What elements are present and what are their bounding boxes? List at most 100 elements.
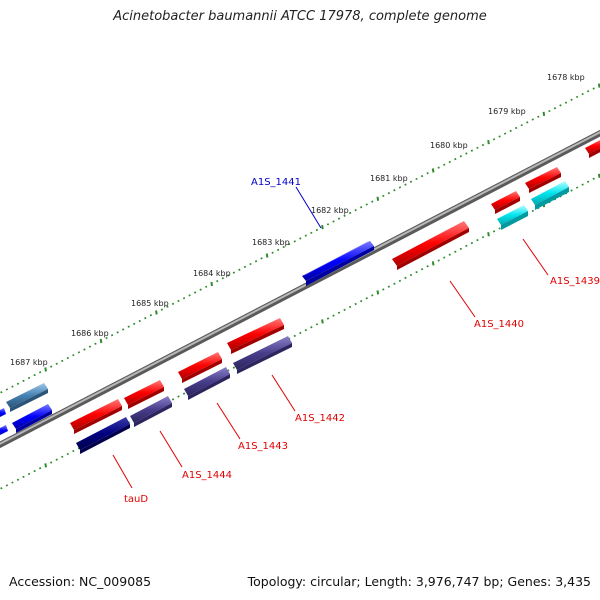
- outer-minor-tick: [166, 305, 169, 308]
- outer-minor-tick: [199, 288, 202, 291]
- inner-minor-tick: [531, 209, 534, 213]
- inner-minor-tick: [581, 183, 584, 186]
- outer-major-tick: [542, 111, 546, 117]
- gene-A1S_1443-red[interactable]: [178, 352, 222, 383]
- genome-summary-text: Topology: circular; Length: 3,976,747 bp…: [247, 574, 591, 589]
- outer-minor-tick: [382, 194, 385, 198]
- gene-label-A1S_1442: A1S_1442: [295, 413, 345, 424]
- outer-minor-tick: [548, 109, 551, 113]
- inner-minor-tick: [454, 250, 457, 253]
- outer-minor-tick: [570, 98, 573, 101]
- gene-A1S_1440-feature[interactable]: [392, 221, 469, 270]
- outer-minor-tick: [498, 135, 501, 138]
- gene-left-blue-2[interactable]: [0, 408, 8, 436]
- outer-minor-tick: [5, 388, 9, 391]
- gene-red-upper-3[interactable]: [585, 138, 600, 158]
- outer-minor-tick: [188, 294, 191, 297]
- outer-minor-tick: [415, 177, 418, 181]
- kbp-label-1687: 1687 kbp: [10, 358, 48, 367]
- gene-A1S_1444-red[interactable]: [124, 380, 164, 409]
- outer-minor-tick: [592, 87, 595, 90]
- outer-minor-tick: [66, 356, 69, 360]
- outer-minor-tick: [348, 211, 352, 215]
- gene-label-A1S_1441: A1S_1441: [251, 177, 301, 188]
- gene-label-A1S_1439: A1S_1439: [550, 276, 600, 287]
- inner-minor-tick: [332, 314, 335, 317]
- gene-left-blue-1[interactable]: [12, 404, 52, 433]
- outer-minor-tick: [520, 124, 523, 127]
- outer-minor-tick: [553, 107, 557, 110]
- kbp-label-1681: 1681 kbp: [370, 174, 408, 183]
- outer-minor-tick: [481, 143, 485, 147]
- inner-major-tick: [376, 290, 380, 295]
- inner-minor-tick: [61, 455, 64, 458]
- outer-minor-tick: [503, 132, 507, 135]
- gene-A1S_1442-feature[interactable]: [233, 336, 292, 374]
- gene-red-upper-2[interactable]: [525, 167, 561, 193]
- inner-minor-tick: [343, 308, 346, 311]
- inner-minor-tick: [382, 288, 385, 291]
- outer-minor-tick: [564, 101, 568, 104]
- gene-tauD-red[interactable]: [70, 399, 122, 434]
- outer-minor-tick: [27, 376, 31, 380]
- outer-minor-tick: [193, 291, 197, 294]
- inner-minor-tick: [171, 398, 175, 401]
- inner-minor-tick: [177, 395, 180, 398]
- outer-minor-tick: [205, 285, 208, 288]
- outer-minor-tick: [465, 152, 468, 155]
- outer-minor-tick: [243, 265, 247, 269]
- outer-major-tick: [265, 253, 269, 258]
- inner-minor-tick: [409, 273, 413, 277]
- leader-A1S_1442: [271, 374, 296, 412]
- outer-minor-tick: [277, 248, 280, 251]
- gene-label-A1S_1440: A1S_1440: [474, 319, 524, 330]
- kbp-label-1686: 1686 kbp: [71, 329, 109, 338]
- gene-A1S_1441-feature[interactable]: [302, 241, 374, 286]
- gene-A1S_1439-feature[interactable]: [497, 205, 528, 230]
- gene-A1S_1443-feature[interactable]: [184, 367, 230, 400]
- gene-red-upper-1[interactable]: [491, 191, 520, 214]
- gene-left-steel[interactable]: [6, 383, 48, 412]
- outer-major-tick: [597, 83, 600, 88]
- outer-major-tick: [210, 281, 214, 287]
- outer-minor-tick: [221, 277, 224, 280]
- outer-minor-tick: [254, 260, 258, 263]
- outer-minor-tick: [122, 328, 125, 331]
- inner-minor-tick: [492, 230, 496, 233]
- outer-minor-tick: [409, 180, 413, 183]
- leader-A1S_1444: [159, 430, 183, 468]
- gene-A1S_1444-feature[interactable]: [130, 396, 172, 427]
- outer-minor-tick: [50, 365, 53, 368]
- outer-minor-tick: [182, 297, 186, 300]
- outer-minor-tick: [260, 257, 263, 260]
- genome-backbone-highlight: [0, 131, 600, 445]
- outer-minor-tick: [227, 274, 230, 277]
- outer-minor-tick: [61, 359, 64, 363]
- inner-minor-tick: [481, 236, 485, 239]
- gene-A1S_1442-red[interactable]: [227, 318, 284, 354]
- inner-minor-tick: [182, 392, 186, 395]
- scale-ticks-outer: [0, 83, 600, 394]
- outer-minor-tick: [116, 331, 119, 334]
- inner-minor-tick: [360, 300, 363, 303]
- inner-minor-tick: [448, 253, 451, 256]
- outer-minor-tick: [55, 362, 58, 365]
- inner-minor-tick: [476, 238, 479, 242]
- leader-A1S_1443: [216, 402, 241, 440]
- gene-tauD-feature[interactable]: [76, 417, 130, 454]
- inner-minor-tick: [570, 189, 573, 192]
- inner-minor-tick: [5, 484, 9, 487]
- inner-minor-tick: [38, 467, 42, 470]
- outer-minor-tick: [271, 251, 274, 254]
- inner-major-tick: [597, 173, 600, 179]
- outer-minor-tick: [537, 115, 540, 118]
- gene-cyan-2[interactable]: [531, 181, 569, 210]
- inner-minor-tick: [365, 297, 368, 300]
- outer-minor-tick: [105, 336, 108, 340]
- kbp-label-1685: 1685 kbp: [131, 299, 169, 308]
- outer-minor-tick: [232, 271, 236, 274]
- inner-minor-tick: [398, 279, 402, 282]
- kbp-label-1680: 1680 kbp: [430, 141, 468, 150]
- outer-minor-tick: [282, 245, 285, 249]
- outer-minor-tick: [149, 314, 152, 317]
